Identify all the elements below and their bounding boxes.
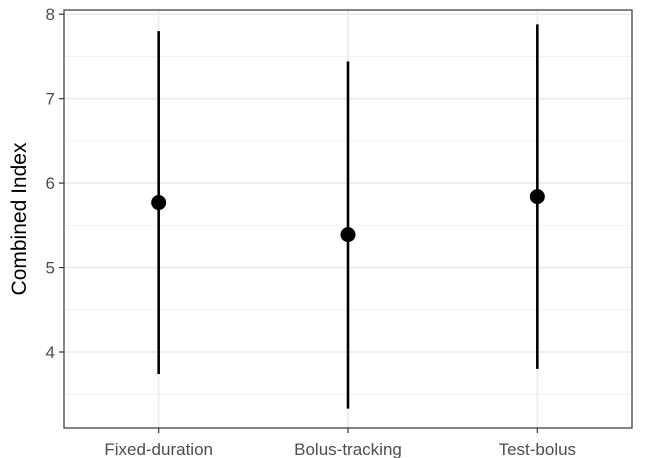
y-axis-title: Combined Index [8,142,31,295]
x-axis-ticks: Fixed-duration Bolus-tracking Test-bolus [104,428,576,458]
axes: 4 5 6 7 8 Fixed-duration Bolus-tracking Test-b… [46,5,577,458]
x-tick-label: Test-bolus [499,440,576,458]
x-tick-label: Bolus-tracking [294,440,402,458]
y-tick-label: 7 [46,90,55,109]
x-tick-label: Fixed-duration [104,440,213,458]
data-point [151,195,167,211]
y-tick-label: 6 [46,174,55,193]
plot-panel [63,9,633,429]
data-marks [151,24,545,409]
data-point [529,189,545,205]
y-axis-ticks: 4 5 6 7 8 [46,5,64,362]
y-tick-label: 5 [46,259,55,278]
y-tick-label: 4 [46,343,55,362]
y-tick-label: 8 [46,5,55,24]
data-point [340,227,356,243]
